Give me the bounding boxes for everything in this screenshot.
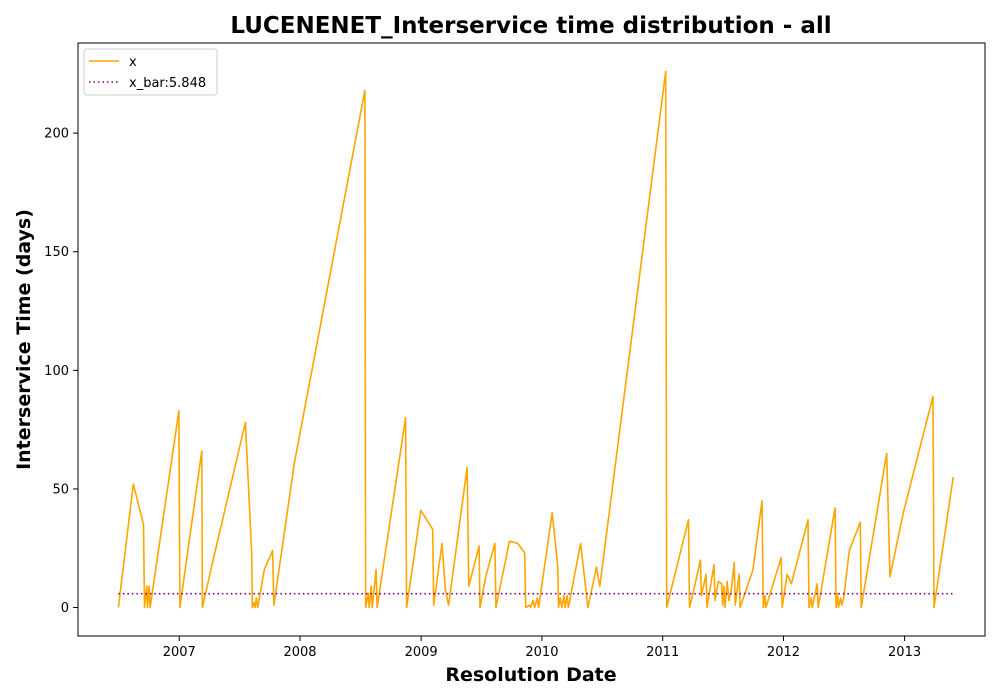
x-tick-label: 2009 <box>405 645 438 660</box>
y-tick-label: 50 <box>52 482 69 497</box>
x-axis-label: Resolution Date <box>445 664 616 686</box>
y-axis-label: Interservice Time (days) <box>13 209 35 470</box>
x-tick-label: 2013 <box>888 645 921 660</box>
x-axis-ticks: 2007 2008 2009 2010 2011 2012 2013 <box>163 636 921 660</box>
legend-label-x-bar: x_bar:5.848 <box>129 76 206 91</box>
legend: x x_bar:5.848 <box>83 48 218 96</box>
plot-area: 2007 2008 2009 2010 2011 2012 2013 0 50 100 150 20… <box>44 42 986 660</box>
x-tick-label: 2008 <box>283 645 316 660</box>
series-line-x <box>117 70 954 609</box>
y-tick-label: 200 <box>44 127 69 142</box>
legend-label-x: x <box>129 55 137 70</box>
y-tick-label: 150 <box>44 245 69 260</box>
y-tick-label: 100 <box>44 364 69 379</box>
x-tick-label: 2007 <box>163 645 196 660</box>
series-layer <box>117 70 954 609</box>
plot-frame <box>77 42 986 637</box>
y-axis-ticks: 0 50 100 150 200 <box>44 127 78 616</box>
x-tick-label: 2011 <box>646 645 679 660</box>
y-tick-label: 0 <box>61 601 69 616</box>
x-tick-label: 2010 <box>525 645 558 660</box>
x-tick-label: 2012 <box>767 645 800 660</box>
chart-title: LUCENENET_Interservice time distribution… <box>230 13 831 39</box>
